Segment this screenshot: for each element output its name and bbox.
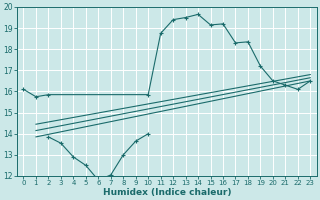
X-axis label: Humidex (Indice chaleur): Humidex (Indice chaleur): [103, 188, 231, 197]
